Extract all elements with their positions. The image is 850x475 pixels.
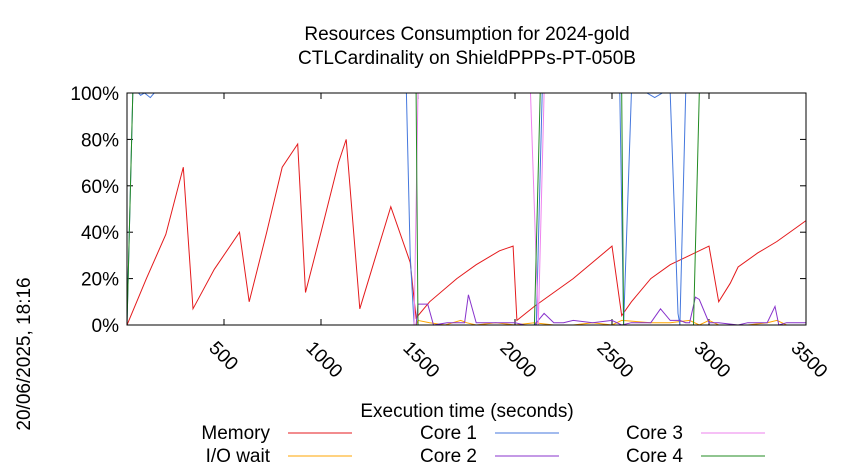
x-tick-label: 2500 <box>592 338 637 383</box>
series-line-core-2 <box>127 294 806 326</box>
series-line-core-3 <box>127 92 806 326</box>
legend-label-core-1: Core 1 <box>420 423 477 444</box>
x-tick-label: 500 <box>204 338 241 375</box>
series-lines <box>126 92 807 326</box>
y-tick-label: 0% <box>92 316 120 337</box>
x-tick-label: 1000 <box>301 338 346 383</box>
chart-subtitle: CTLCardinality on ShieldPPPs-PT-050B <box>298 48 636 69</box>
x-axis-label: Execution time (seconds) <box>360 401 573 422</box>
timestamp-label: 20/06/2025, 18:16 <box>14 277 35 430</box>
x-tick-label: 3500 <box>786 338 831 383</box>
x-tick-label: 2000 <box>495 338 540 383</box>
series-line-i-o-wait <box>127 319 806 326</box>
legend-label-memory: Memory <box>201 423 270 444</box>
series-line-core-1 <box>126 92 806 326</box>
series-line-core-4 <box>126 92 806 326</box>
legend-label-core-3: Core 3 <box>626 423 683 444</box>
y-tick-label: 100% <box>70 84 119 105</box>
x-tick-label: 3000 <box>689 338 734 383</box>
legend-label-core-2: Core 2 <box>420 446 477 467</box>
y-tick-label: 80% <box>81 130 119 151</box>
y-tick-label: 20% <box>81 270 119 291</box>
chart-title: Resources Consumption for 2024-gold <box>304 24 629 45</box>
y-tick-label: 40% <box>81 223 119 244</box>
y-tick-label: 60% <box>81 177 119 198</box>
plot-frame <box>126 92 807 326</box>
x-tick-label: 1500 <box>398 338 443 383</box>
legend-label-i-o-wait: I/O wait <box>206 446 271 467</box>
legend-label-core-4: Core 4 <box>626 446 683 467</box>
series-line-memory <box>126 139 807 326</box>
axis-ticks: 0% 20% 40% 60% 80% 100% 500 1000 1500 2000 2500 300… <box>70 84 831 382</box>
